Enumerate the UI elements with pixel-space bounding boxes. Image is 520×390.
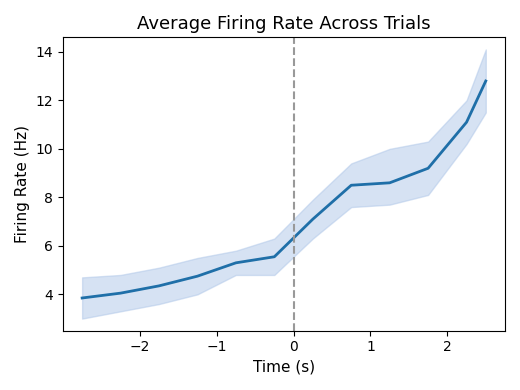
Title: Average Firing Rate Across Trials: Average Firing Rate Across Trials: [137, 15, 431, 33]
Y-axis label: Firing Rate (Hz): Firing Rate (Hz): [15, 125, 30, 243]
X-axis label: Time (s): Time (s): [253, 360, 315, 375]
